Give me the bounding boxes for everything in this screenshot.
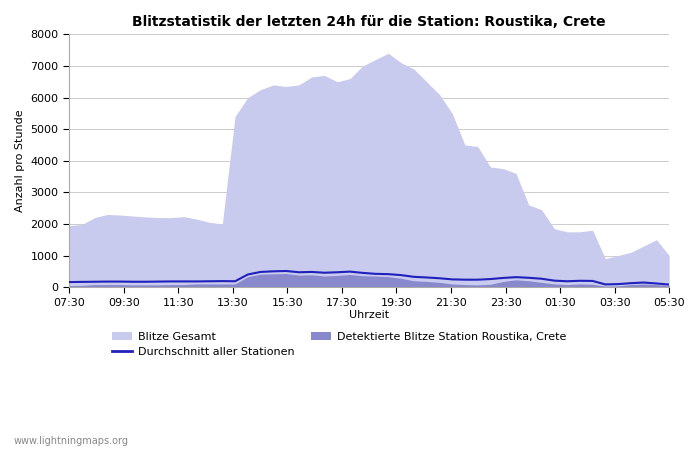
Y-axis label: Anzahl pro Stunde: Anzahl pro Stunde xyxy=(15,109,25,212)
X-axis label: Uhrzeit: Uhrzeit xyxy=(349,310,389,320)
Title: Blitzstatistik der letzten 24h für die Station: Roustika, Crete: Blitzstatistik der letzten 24h für die S… xyxy=(132,15,606,29)
Text: www.lightningmaps.org: www.lightningmaps.org xyxy=(14,436,129,446)
Legend: Blitze Gesamt, Durchschnitt aller Stationen, Detektierte Blitze Station Roustika: Blitze Gesamt, Durchschnitt aller Statio… xyxy=(112,332,566,357)
